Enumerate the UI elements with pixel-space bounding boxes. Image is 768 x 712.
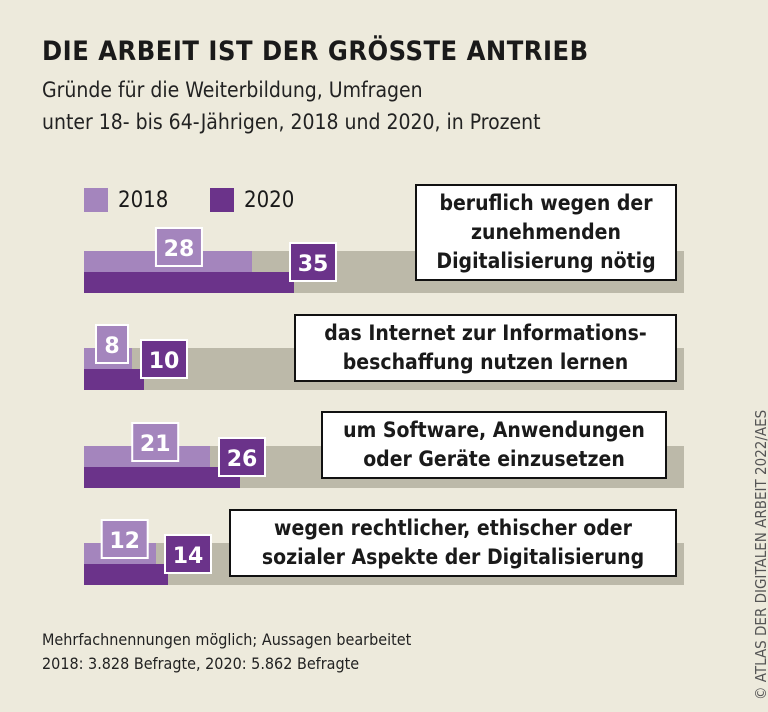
value-label-2018: 28: [154, 227, 203, 267]
category-label-line: oder Geräte einzusetzen: [363, 447, 625, 471]
data-label: 21: [140, 432, 171, 457]
credit: © ATLAS DER DIGITALEN ARBEIT 2022/AES: [752, 409, 768, 700]
category-label: wegen rechtlicher, ethischer oder soziale…: [229, 509, 677, 577]
data-label: 35: [298, 252, 329, 277]
category-label: das Internet zur Informations-beschaffun…: [294, 314, 677, 382]
data-label: 14: [173, 544, 204, 569]
category-label-line: Digitalisierung nötig: [436, 249, 656, 273]
data-label: 26: [227, 447, 258, 472]
category-label: beruflich wegen der zunehmenden Digitalisi…: [415, 184, 677, 281]
note-line-1: Mehrfachnennungen möglich; Aussagen bear…: [42, 630, 412, 649]
category-label-line: wegen rechtlicher, ethischer oder: [274, 516, 632, 540]
category-label-line: beruflich wegen der: [439, 191, 653, 215]
value-label-2018: 12: [100, 519, 149, 559]
data-label: 10: [149, 349, 180, 374]
value-label-2020: 10: [140, 339, 188, 379]
legend-2018: 2018: [84, 187, 169, 213]
bar-2020: [84, 272, 294, 293]
value-label-2018: 21: [131, 422, 180, 462]
data-label: 28: [164, 237, 195, 262]
category-label: um Software, Anwendungen oder Geräte einz…: [321, 411, 667, 479]
data-label: 8: [104, 334, 119, 359]
chart-subtitle-line-2: unter 18- bis 64-Jährigen, 2018 und 2020…: [42, 110, 541, 134]
note-line-2: 2018: 3.828 Befragte, 2020: 5.862 Befrag…: [42, 654, 360, 673]
value-label-2020: 26: [218, 437, 266, 477]
value-label-2020: 14: [164, 534, 212, 574]
legend-label: 2018: [118, 187, 169, 213]
bar-2020: [84, 369, 144, 390]
legend-2020: 2020: [210, 187, 295, 213]
bar-2020: [84, 467, 240, 488]
bar-2020: [84, 564, 168, 585]
category-label-line: sozialer Aspekte der Digitalisierung: [261, 545, 645, 569]
value-label-2020: 35: [289, 242, 337, 282]
category-label-line: das Internet zur Informations-: [324, 321, 647, 345]
value-label-2018: 8: [95, 324, 129, 364]
chart-title: DIE ARBEIT IST DER GRÖSSTE ANTRIEB: [42, 36, 589, 67]
category-label-line: beschaffung nutzen lernen: [342, 350, 629, 374]
category-label-line: zunehmenden: [471, 220, 621, 244]
chart-subtitle-line-1: Gründe für die Weiterbildung, Umfragen: [42, 78, 423, 102]
data-label: 12: [109, 529, 140, 554]
legend-label: 2020: [244, 187, 295, 213]
category-label-line: um Software, Anwendungen: [343, 418, 645, 442]
